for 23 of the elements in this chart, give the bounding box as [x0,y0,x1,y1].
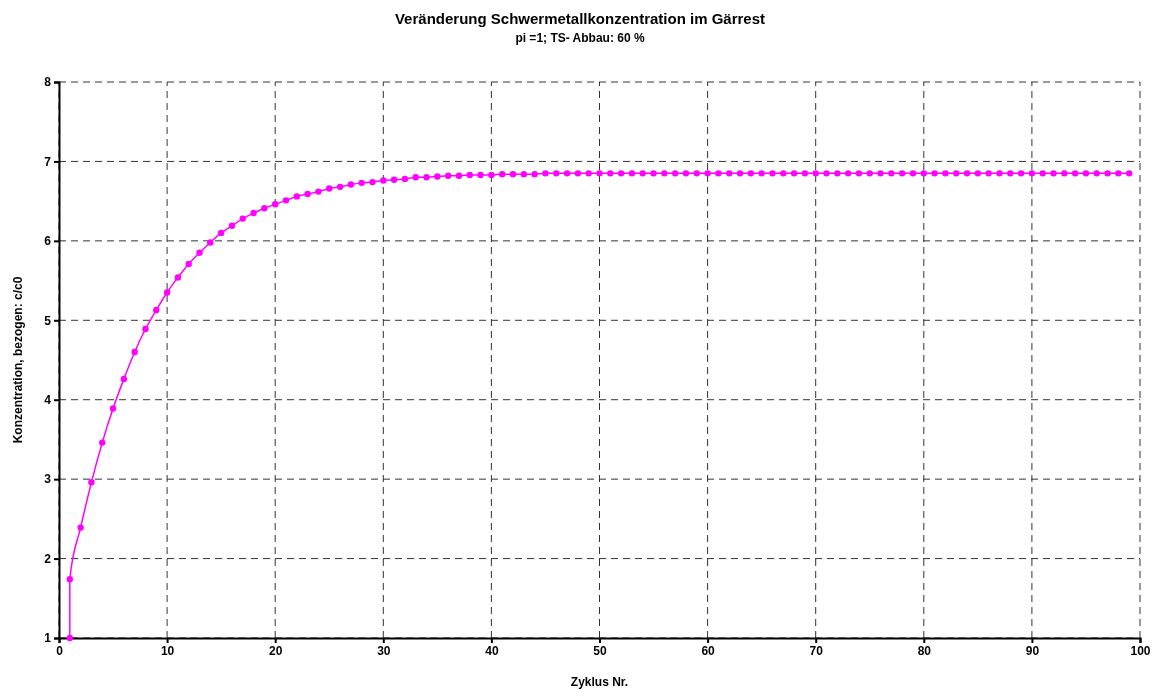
x-tick-label: 30 [377,643,391,658]
x-tick-label: 20 [269,643,283,658]
x-tick-label: 90 [1025,643,1040,658]
chart-subtitle: pi =1; TS- Abbau: 60 % [515,31,645,45]
x-tick-label: 50 [593,643,607,658]
x-tick-label: 0 [56,643,64,658]
y-tick-label: 1 [44,631,52,646]
y-tick-label: 7 [44,154,52,169]
y-tick-label: 2 [44,551,52,566]
y-tick-label: 6 [44,234,52,249]
x-tick-label: 80 [917,643,932,658]
chart-title: Veränderung Schwermetallkonzentration im Gärrest [394,10,766,27]
x-tick-label: 70 [809,643,824,658]
y-tick-label: 3 [44,472,52,487]
x-tick-label: 60 [701,643,716,658]
y-tick-label: 8 [44,75,52,90]
x-tick-label: 40 [485,643,499,658]
y-tick-label: 5 [44,313,52,328]
x-tick-label: 100 [1130,643,1151,658]
y-tick-label: 4 [44,393,52,408]
x-tick-label: 10 [160,643,175,658]
y-axis-title: Konzentration, bezogen: c/c0 [11,276,25,444]
x-axis-title: Zyklus Nr. [570,675,629,689]
